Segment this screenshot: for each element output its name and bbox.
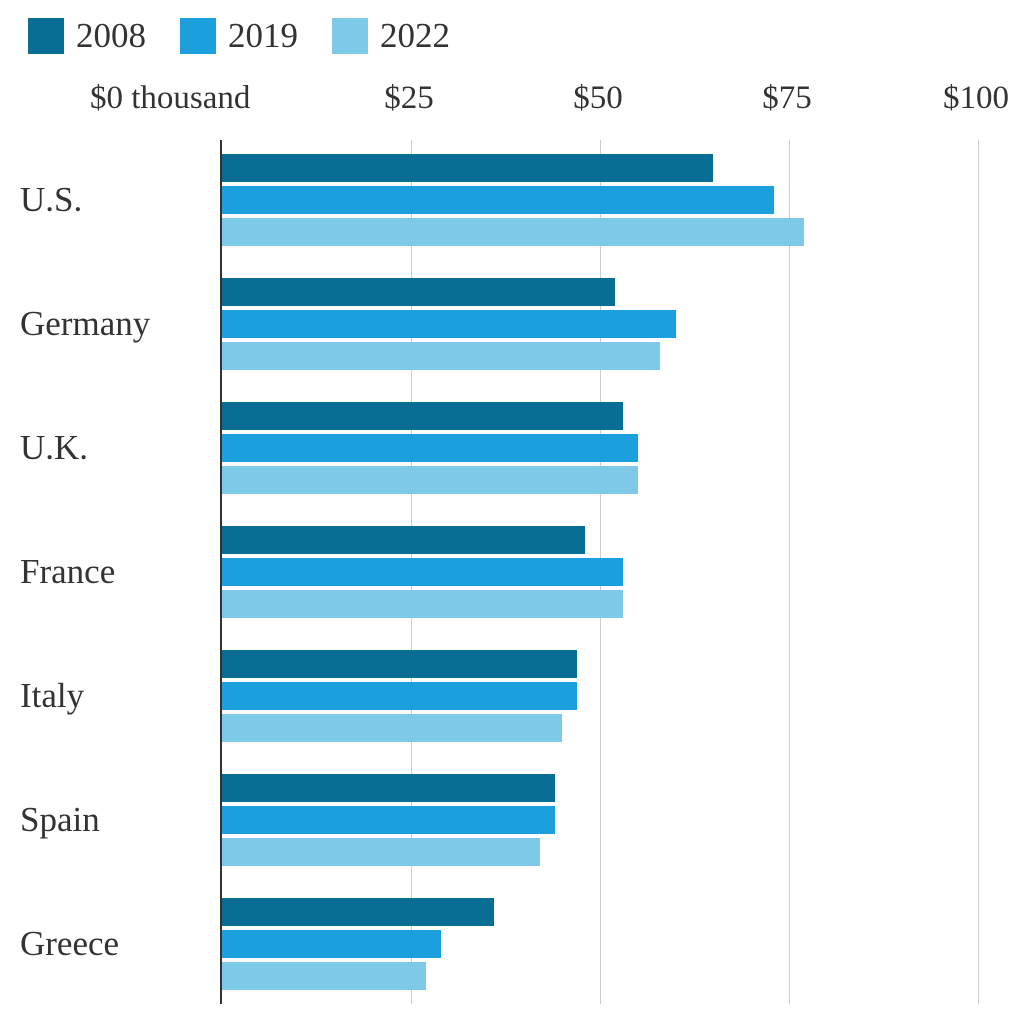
bar-spain-2008: [222, 774, 555, 802]
bar-germany-2019: [222, 310, 676, 338]
group-uk: [222, 402, 978, 494]
bar-germany-2008: [222, 278, 615, 306]
x-axis-tick-0: $0 thousand: [90, 80, 250, 117]
x-axis-tick-25: $25: [384, 80, 434, 117]
category-label-france: France: [20, 552, 115, 592]
bar-spain-2019: [222, 806, 555, 834]
legend-swatch: [332, 18, 368, 54]
bar-italy-2022: [222, 714, 562, 742]
group-us: [222, 154, 978, 246]
bar-italy-2019: [222, 682, 577, 710]
bar-greece-2008: [222, 898, 494, 926]
bar-uk-2022: [222, 466, 638, 494]
gridline-100: [978, 140, 979, 1004]
plot-area: [220, 140, 978, 1004]
legend-swatch: [180, 18, 216, 54]
x-axis-tick-75: $75: [762, 80, 812, 117]
bar-us-2022: [222, 218, 804, 246]
bar-greece-2019: [222, 930, 441, 958]
category-labels: U.S. Germany U.K. France Italy Spain Gre…: [0, 140, 220, 1004]
legend-item-2019: 2019: [180, 16, 298, 56]
category-label-uk: U.K.: [20, 428, 88, 468]
bar-uk-2019: [222, 434, 638, 462]
group-spain: [222, 774, 978, 866]
category-label-us: U.S.: [20, 180, 82, 220]
legend-label: 2008: [76, 16, 146, 56]
legend-label: 2019: [228, 16, 298, 56]
category-label-greece: Greece: [20, 924, 119, 964]
bar-germany-2022: [222, 342, 660, 370]
legend: 2008 2019 2022: [28, 16, 450, 56]
group-greece: [222, 898, 978, 990]
bar-france-2019: [222, 558, 623, 586]
x-axis-tick-100: $100: [943, 80, 1009, 117]
x-axis-labels: $0 thousand $25 $50 $75 $100: [0, 80, 1009, 136]
legend-label: 2022: [380, 16, 450, 56]
bar-groups: [222, 154, 978, 990]
category-label-germany: Germany: [20, 304, 150, 344]
legend-item-2008: 2008: [28, 16, 146, 56]
group-germany: [222, 278, 978, 370]
group-italy: [222, 650, 978, 742]
bar-us-2019: [222, 186, 774, 214]
bar-france-2008: [222, 526, 585, 554]
bar-uk-2008: [222, 402, 623, 430]
bar-italy-2008: [222, 650, 577, 678]
legend-swatch: [28, 18, 64, 54]
bar-france-2022: [222, 590, 623, 618]
group-france: [222, 526, 978, 618]
legend-item-2022: 2022: [332, 16, 450, 56]
bar-spain-2022: [222, 838, 540, 866]
chart-root: 2008 2019 2022 $0 thousand $25 $50 $75 $…: [0, 0, 1009, 1024]
bar-greece-2022: [222, 962, 426, 990]
bar-us-2008: [222, 154, 713, 182]
category-label-italy: Italy: [20, 676, 84, 716]
x-axis-tick-50: $50: [573, 80, 623, 117]
category-label-spain: Spain: [20, 800, 100, 840]
